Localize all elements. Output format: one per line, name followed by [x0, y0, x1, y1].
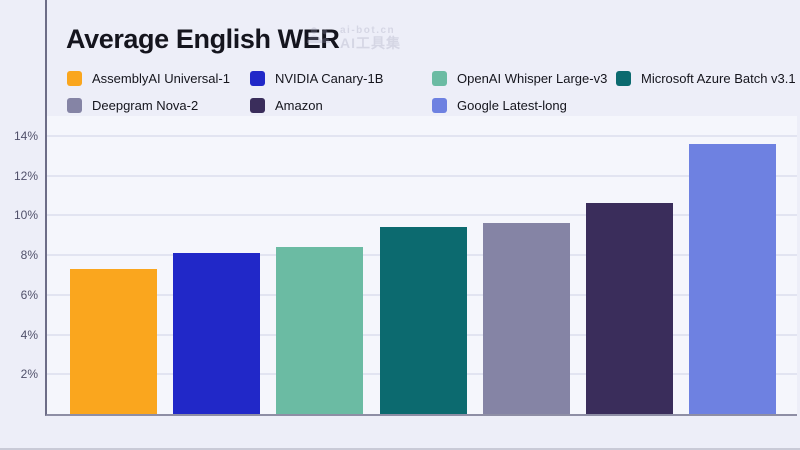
legend-label: OpenAI Whisper Large-v3 [457, 71, 608, 86]
legend-swatch-nvidia-canary-1b [250, 71, 265, 86]
chart-title: Average English WER [66, 24, 340, 54]
gridline-10pct [47, 214, 797, 217]
plot-area [45, 116, 797, 416]
legend-item-deepgram-nova-2: Deepgram Nova-2 [67, 98, 250, 113]
gridline-14pct [47, 134, 797, 137]
y-tick-label: 6% [20, 287, 38, 302]
legend-swatch-deepgram-nova-2 [67, 98, 82, 113]
legend-item-google-latest-long: Google Latest-long [432, 98, 616, 113]
y-tick-label: 8% [20, 248, 38, 263]
watermark-brand: AI工具集 [340, 35, 401, 51]
y-axis-line-extension [45, 0, 47, 116]
bar-amazon [586, 203, 673, 414]
bar-microsoft-azure-batch-v3-1 [379, 227, 467, 414]
y-axis-labels: 2% 4% 6% 8% 10% 12% 14% [0, 0, 39, 450]
legend-item-amazon: Amazon [250, 98, 432, 113]
legend-swatch-microsoft-azure-batch-v3-1 [616, 71, 631, 86]
y-tick-label: 12% [13, 168, 38, 183]
legend-label: Amazon [275, 98, 323, 113]
y-tick-label: 2% [20, 367, 38, 382]
legend-item-nvidia-canary-1b: NVIDIA Canary-1B [250, 71, 432, 86]
watermark-text: ai-bot.cn AI工具集 [340, 25, 401, 51]
legend-label: Deepgram Nova-2 [92, 98, 199, 113]
y-tick-label: 4% [20, 327, 38, 342]
bar-google-latest-long [689, 143, 777, 414]
y-tick-label: 14% [13, 128, 38, 143]
legend-item-openai-whisper-large-v3: OpenAI Whisper Large-v3 [432, 71, 616, 86]
legend-label: Microsoft Azure Batch v3.1 [641, 71, 796, 86]
watermark-site: ai-bot.cn [340, 25, 396, 36]
bottom-edge-divider [0, 448, 800, 450]
legend-swatch-amazon [250, 98, 265, 113]
watermark-logo-icon [305, 26, 335, 51]
legend-swatch-assemblyai-universal-1 [67, 71, 82, 86]
legend-swatch-google-latest-long [432, 98, 447, 113]
legend-swatch-openai-whisper-large-v3 [432, 71, 447, 86]
bar-openai-whisper-large-v3 [276, 247, 364, 414]
legend-label: AssemblyAI Universal-1 [92, 71, 230, 86]
bar-deepgram-nova-2 [482, 223, 570, 414]
legend-item-microsoft-azure-batch-v3-1: Microsoft Azure Batch v3.1 [616, 71, 796, 86]
gridline-12pct [47, 174, 797, 177]
watermark: ai-bot.cn AI工具集 [305, 25, 401, 51]
bar-assemblyai-universal-1 [70, 268, 157, 414]
bar-nvidia-canary-1b [173, 253, 261, 414]
legend-label: Google Latest-long [457, 98, 567, 113]
legend-label: NVIDIA Canary-1B [275, 71, 384, 86]
legend-item-assemblyai-universal-1: AssemblyAI Universal-1 [67, 71, 250, 86]
y-tick-label: 10% [13, 208, 38, 223]
legend: AssemblyAI Universal-1 NVIDIA Canary-1B Op… [67, 71, 796, 113]
